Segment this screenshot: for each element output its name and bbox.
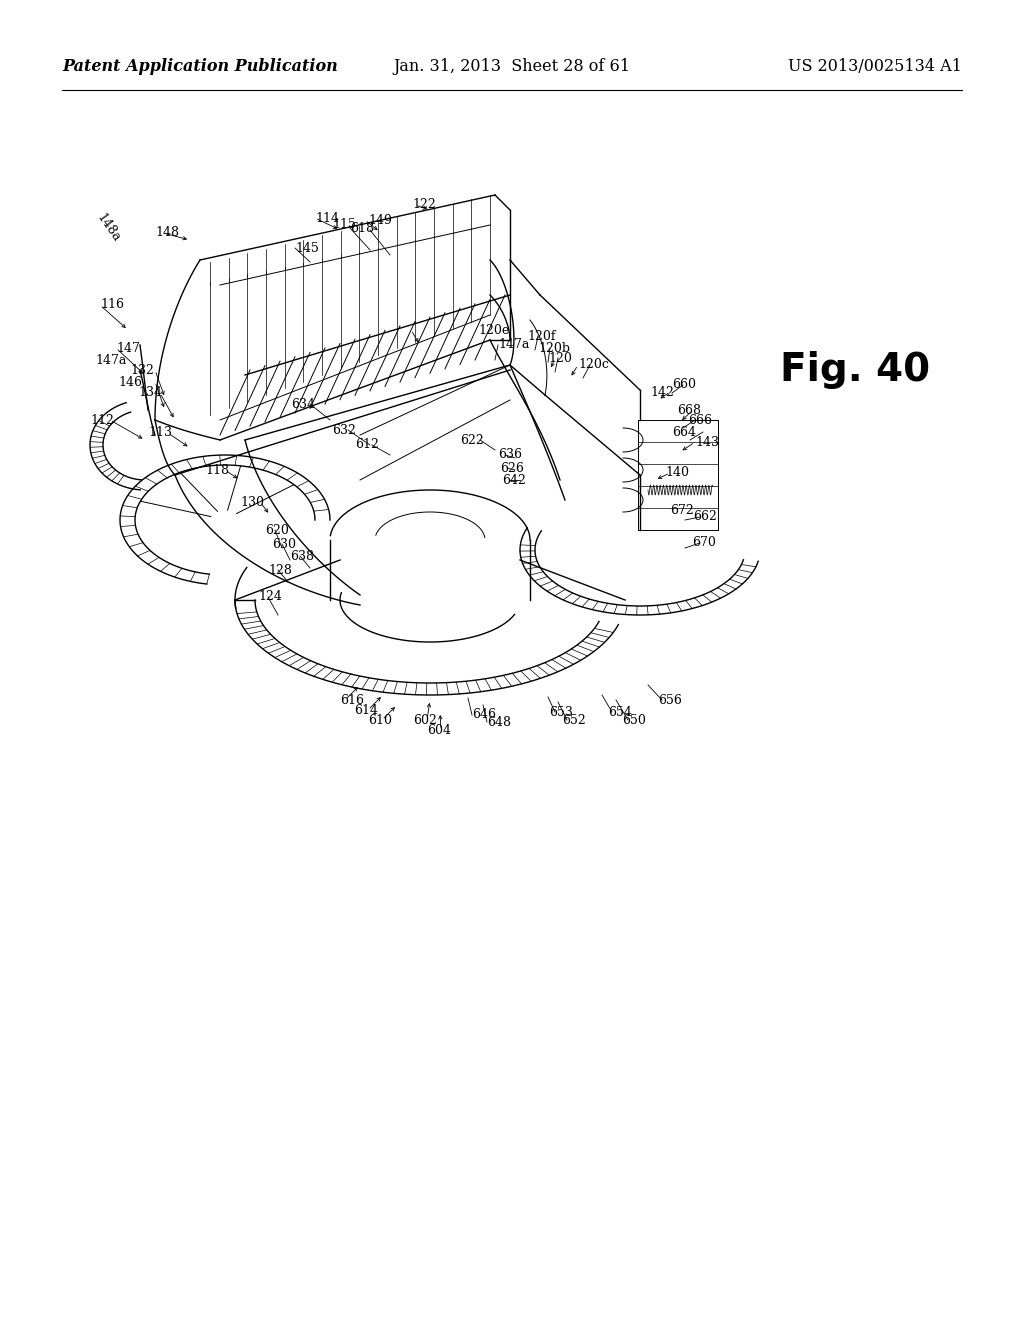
Text: 147a: 147a [95,354,126,367]
Text: 147a: 147a [498,338,529,351]
Text: 642: 642 [502,474,526,487]
Text: 654: 654 [608,705,632,718]
Text: 120b: 120b [538,342,570,355]
Text: 668: 668 [677,404,701,417]
Text: 612: 612 [355,438,379,451]
Text: 662: 662 [693,511,717,524]
Text: 120c: 120c [578,359,609,371]
Text: 145: 145 [295,242,318,255]
Text: 147: 147 [116,342,140,355]
Text: 636: 636 [498,449,522,462]
Text: 614: 614 [354,704,378,717]
Text: 142: 142 [650,385,674,399]
Text: 148: 148 [155,227,179,239]
Text: 130: 130 [240,495,264,508]
Text: 656: 656 [658,693,682,706]
Text: 616: 616 [340,693,364,706]
Text: 146: 146 [118,375,142,388]
Text: 122: 122 [412,198,436,211]
Text: 128: 128 [268,564,292,577]
Text: 134: 134 [138,387,162,400]
Text: 672: 672 [670,503,693,516]
Text: 143: 143 [695,436,719,449]
Text: 660: 660 [672,379,696,392]
Text: Fig. 40: Fig. 40 [780,351,930,389]
Text: 116: 116 [100,298,124,312]
Text: 140: 140 [665,466,689,479]
Text: 120e: 120e [478,323,509,337]
Text: 604: 604 [427,723,451,737]
Text: 632: 632 [332,424,356,437]
Text: 652: 652 [562,714,586,726]
Text: 666: 666 [688,413,712,426]
Text: 622: 622 [460,433,483,446]
Text: 115: 115 [332,219,356,231]
Text: 626: 626 [500,462,524,474]
Text: 670: 670 [692,536,716,549]
Text: 120: 120 [548,351,571,364]
Text: 650: 650 [622,714,646,726]
Text: 113: 113 [148,426,172,440]
Text: 114: 114 [315,211,339,224]
Text: 132: 132 [130,363,154,376]
Text: 118: 118 [205,463,229,477]
Text: 602: 602 [413,714,437,726]
Text: 112: 112 [90,413,114,426]
Text: Patent Application Publication: Patent Application Publication [62,58,338,75]
Text: 618: 618 [350,222,374,235]
Text: 630: 630 [272,537,296,550]
Text: US 2013/0025134 A1: US 2013/0025134 A1 [788,58,962,75]
Text: 638: 638 [290,549,314,562]
Text: 148a: 148a [93,211,122,244]
Text: 120f: 120f [527,330,555,342]
Text: 149: 149 [368,214,392,227]
Text: 610: 610 [368,714,392,726]
Text: 634: 634 [291,397,315,411]
Text: 124: 124 [258,590,282,603]
Text: 664: 664 [672,425,696,438]
Text: Jan. 31, 2013  Sheet 28 of 61: Jan. 31, 2013 Sheet 28 of 61 [393,58,631,75]
Text: 648: 648 [487,715,511,729]
Text: 646: 646 [472,709,496,722]
Text: 653: 653 [549,705,572,718]
Text: 620: 620 [265,524,289,536]
